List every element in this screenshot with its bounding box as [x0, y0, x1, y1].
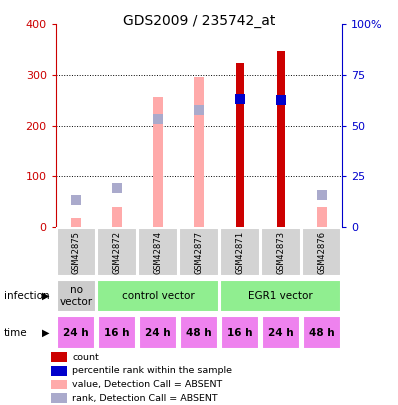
Text: no
vector: no vector [60, 285, 93, 307]
Bar [220, 280, 341, 312]
Bar [51, 380, 67, 389]
Bar [57, 316, 96, 349]
Bar [51, 366, 67, 375]
Point [73, 197, 79, 204]
Bar [221, 316, 259, 349]
Point [155, 116, 161, 123]
Bar [57, 228, 96, 276]
Text: ▶: ▶ [42, 328, 49, 337]
Point [237, 96, 243, 102]
Bar [179, 228, 219, 276]
Text: 16 h: 16 h [227, 328, 253, 337]
Text: ▶: ▶ [42, 291, 49, 301]
Text: GSM42874: GSM42874 [154, 230, 162, 274]
Text: GDS2009 / 235742_at: GDS2009 / 235742_at [123, 14, 275, 28]
Text: control vector: control vector [122, 291, 195, 301]
Bar [71, 218, 81, 227]
Text: time: time [4, 328, 27, 337]
Bar [112, 207, 122, 227]
Text: 24 h: 24 h [268, 328, 294, 337]
Bar [277, 51, 285, 227]
Bar [261, 316, 300, 349]
Text: count: count [72, 353, 99, 362]
Bar [302, 316, 341, 349]
Bar [98, 280, 219, 312]
Bar [139, 316, 177, 349]
Bar [317, 207, 327, 227]
Bar [98, 228, 137, 276]
Bar [302, 228, 341, 276]
Text: GSM42873: GSM42873 [276, 230, 285, 274]
Text: 24 h: 24 h [145, 328, 171, 337]
Bar [139, 228, 178, 276]
Text: rank, Detection Call = ABSENT: rank, Detection Call = ABSENT [72, 394, 218, 403]
Text: EGR1 vector: EGR1 vector [248, 291, 313, 301]
Point [319, 192, 325, 199]
Bar [236, 63, 244, 227]
Bar [51, 393, 67, 403]
Text: GSM42876: GSM42876 [317, 230, 326, 274]
Point [278, 97, 284, 104]
Text: GSM42877: GSM42877 [195, 230, 203, 274]
Bar [180, 316, 218, 349]
Bar [153, 97, 163, 227]
Bar [220, 228, 259, 276]
Bar [261, 228, 300, 276]
Text: percentile rank within the sample: percentile rank within the sample [72, 366, 232, 375]
Text: 16 h: 16 h [104, 328, 130, 337]
Bar [57, 280, 96, 312]
Text: infection: infection [4, 291, 50, 301]
Bar [51, 352, 67, 362]
Text: 48 h: 48 h [186, 328, 212, 337]
Point [114, 185, 120, 192]
Point [196, 107, 202, 114]
Text: 48 h: 48 h [309, 328, 335, 337]
Text: GSM42871: GSM42871 [236, 230, 244, 274]
Text: GSM42872: GSM42872 [113, 230, 122, 274]
Text: 24 h: 24 h [63, 328, 89, 337]
Text: GSM42875: GSM42875 [72, 230, 81, 274]
Bar [98, 316, 137, 349]
Text: value, Detection Call = ABSENT: value, Detection Call = ABSENT [72, 380, 222, 389]
Bar [194, 77, 204, 227]
